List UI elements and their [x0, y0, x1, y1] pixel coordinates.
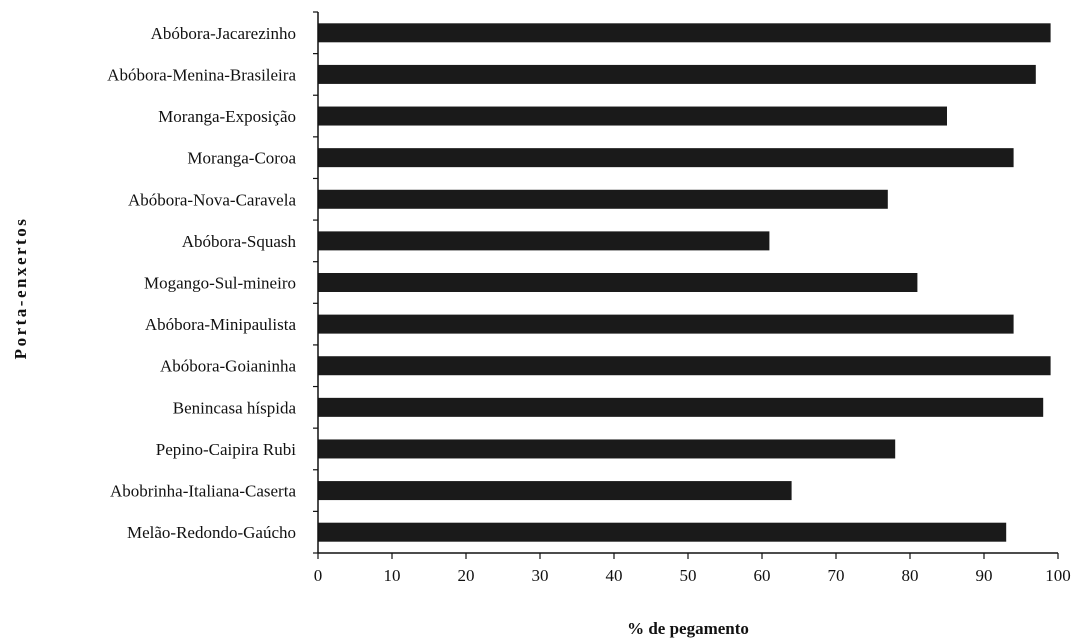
x-tick-label: 40 — [606, 566, 623, 585]
bars-layer — [318, 23, 1051, 542]
bar — [318, 23, 1051, 43]
bar — [318, 397, 1044, 417]
bar — [318, 231, 770, 251]
category-label: Benincasa híspida — [173, 398, 297, 417]
category-labels: Abóbora-Jacarezinho Abóbora-Menina-Brasil… — [107, 24, 296, 542]
x-tick-label: 60 — [754, 566, 771, 585]
category-label: Abóbora-Menina-Brasileira — [107, 65, 296, 84]
x-tick-labels: 0 10 20 30 40 50 60 70 80 90 100 — [314, 566, 1071, 585]
category-label: Abóbora-Minipaulista — [145, 315, 297, 334]
category-label: Moranga-Coroa — [187, 149, 296, 168]
category-label: Moranga-Exposição — [158, 107, 296, 126]
category-label: Abóbora-Squash — [182, 232, 297, 251]
category-label: Abóbora-Nova-Caravela — [128, 190, 296, 209]
bar — [318, 148, 1014, 168]
bar — [318, 356, 1051, 376]
bar — [318, 314, 1014, 334]
x-tick-label: 100 — [1045, 566, 1071, 585]
x-tick-label: 20 — [458, 566, 475, 585]
bar — [318, 64, 1036, 84]
x-tick-label: 90 — [976, 566, 993, 585]
x-tick-label: 50 — [680, 566, 697, 585]
axes-layer — [313, 11, 1059, 559]
x-tick-label: 70 — [828, 566, 845, 585]
bar — [318, 106, 947, 126]
category-label: Abóbora-Jacarezinho — [151, 24, 296, 43]
bar — [318, 273, 918, 292]
y-axis-title: Porta-enxertos — [11, 217, 30, 360]
category-label: Abóbora-Goianinha — [160, 357, 296, 376]
bar — [318, 189, 888, 209]
x-tick-label: 80 — [902, 566, 919, 585]
bar — [318, 439, 896, 459]
category-label: Melão-Redondo-Gaúcho — [127, 523, 296, 542]
x-tick-label: 10 — [384, 566, 401, 585]
x-tick-label: 30 — [532, 566, 549, 585]
x-axis-title: % de pegamento — [627, 619, 749, 638]
category-label: Pepino-Caipira Rubi — [156, 440, 297, 459]
category-label: Mogango-Sul-mineiro — [144, 274, 296, 293]
category-label: Abobrinha-Italiana-Caserta — [110, 482, 296, 501]
bar — [318, 522, 1007, 542]
bar — [318, 481, 792, 501]
x-tick-label: 0 — [314, 566, 323, 585]
